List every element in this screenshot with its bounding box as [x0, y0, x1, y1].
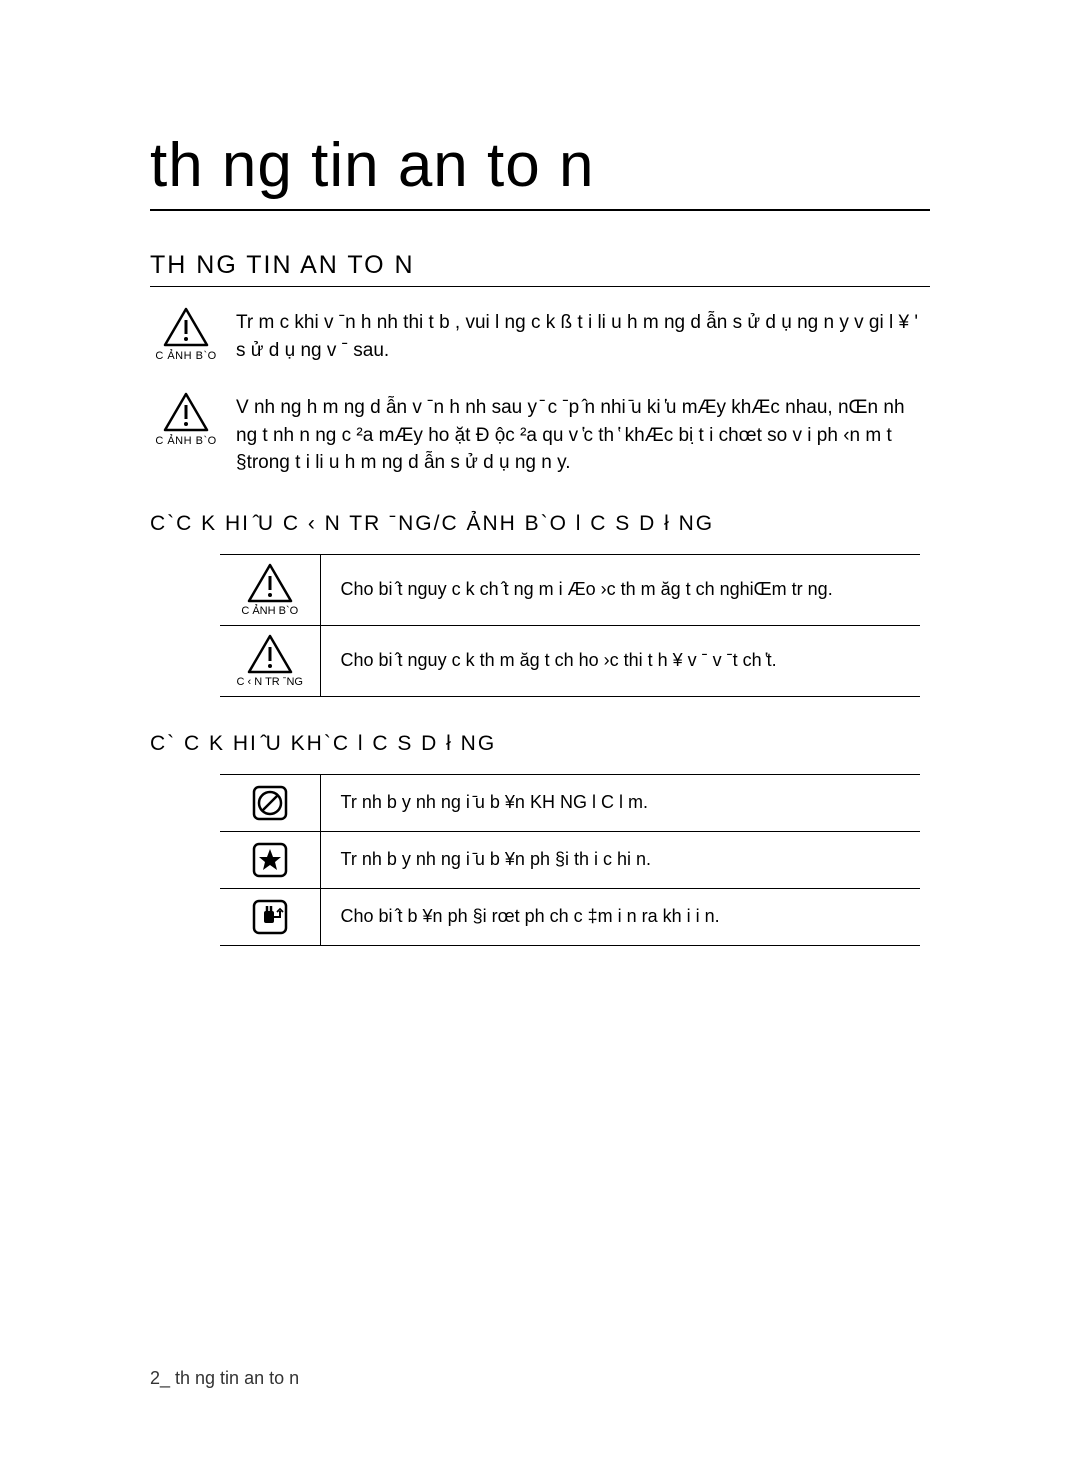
table-row: Tr nh b y nh ng i ̄u b ¥n ph §i th i c h… [220, 831, 920, 888]
symbol-cell [220, 888, 320, 945]
symbol-label: C ẢNH B`O [232, 605, 308, 617]
symbol-table-2: Tr nh b y nh ng i ̄u b ¥n KH NG l C l m.… [220, 774, 920, 946]
table-row: C ẢNH B`O Cho bi ̂t nguy c k ch ̂t ng m … [220, 554, 920, 625]
symbol-desc: Tr nh b y nh ng i ̄u b ¥n KH NG l C l m. [320, 774, 920, 831]
prohibit-icon [250, 783, 290, 823]
intro-text-1: Tr m c khi v ˉn h nh thi t b , vui l ng … [222, 307, 930, 364]
symbol-cell [220, 774, 320, 831]
symbol-cell: C ‹ N TR ˉNG [220, 625, 320, 696]
table-row: Cho bi ̂t b ¥n ph §i rœt ph ch c ‡m i n … [220, 888, 920, 945]
page-title: th ng tin an to n [150, 130, 930, 211]
warning-icon-label: C ẢNH B`O [150, 435, 222, 447]
star-icon [250, 840, 290, 880]
symbol-table-1: C ẢNH B`O Cho bi ̂t nguy c k ch ̂t ng m … [220, 554, 920, 697]
page-subtitle: TH NG TIN AN TO N [150, 251, 930, 287]
symbol-desc: Tr nh b y nh ng i ̄u b ¥n ph §i th i c h… [320, 831, 920, 888]
page: th ng tin an to n TH NG TIN AN TO N C ẢN… [0, 0, 1080, 946]
section1-heading: C`C K HI ̂U C ‹ N TR ˉNG/C ẢNH B`O l C S… [150, 512, 930, 536]
warning-icon-cell: C ẢNH B`O [150, 307, 222, 362]
intro-row-1: C ẢNH B`O Tr m c khi v ˉn h nh thi t b ,… [150, 307, 930, 364]
symbol-desc: Cho bi ̂t nguy c k th m ăg t ch ho ›c th… [320, 625, 920, 696]
warning-icon [163, 392, 209, 432]
symbol-desc: Cho bi ̂t nguy c k ch ̂t ng m i Æo ›c th… [320, 554, 920, 625]
section2-heading: C` C K HI ̂U KH`C l C S D ł NG [150, 732, 930, 756]
intro-row-2: C ẢNH B`O V nh ng h m ng d ẫn v ˉn h nh … [150, 392, 930, 477]
warning-icon-cell: C ẢNH B`O [150, 392, 222, 447]
table-row: Tr nh b y nh ng i ̄u b ¥n KH NG l C l m. [220, 774, 920, 831]
symbol-cell [220, 831, 320, 888]
warning-icon [163, 307, 209, 347]
warning-icon [247, 563, 293, 603]
page-footer: 2_ th ng tin an to n [150, 1368, 299, 1389]
intro-text-2: V nh ng h m ng d ẫn v ˉn h nh sau y ̄ c … [222, 392, 930, 477]
plug-icon [250, 897, 290, 937]
warning-icon-label: C ẢNH B`O [150, 350, 222, 362]
symbol-label: C ‹ N TR ˉNG [232, 676, 308, 688]
warning-icon [247, 634, 293, 674]
table-row: C ‹ N TR ˉNG Cho bi ̂t nguy c k th m ăg … [220, 625, 920, 696]
symbol-cell: C ẢNH B`O [220, 554, 320, 625]
symbol-desc: Cho bi ̂t b ¥n ph §i rœt ph ch c ‡m i n … [320, 888, 920, 945]
